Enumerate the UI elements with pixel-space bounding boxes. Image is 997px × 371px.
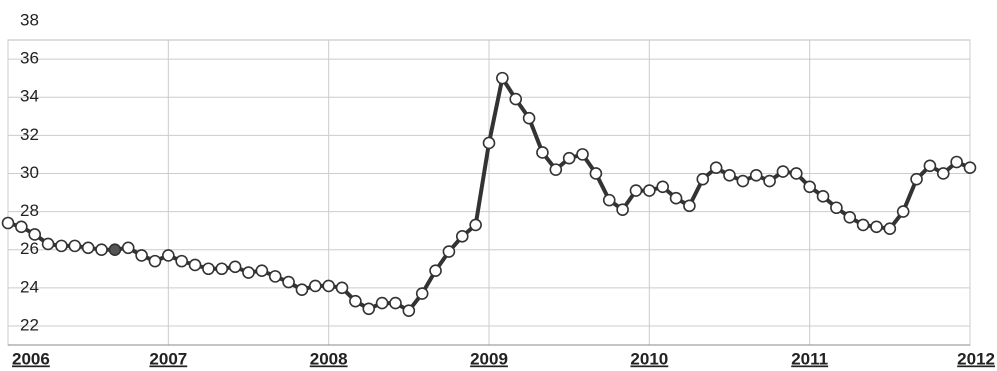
y-tick-label: 22 [20, 315, 39, 334]
point [549, 163, 563, 176]
point [602, 193, 616, 207]
point [562, 151, 576, 165]
point [228, 260, 242, 274]
point [589, 167, 603, 180]
point [309, 279, 322, 293]
point [803, 180, 816, 194]
point [415, 287, 429, 300]
point [763, 174, 776, 188]
point [482, 136, 496, 150]
point [749, 169, 763, 182]
point [469, 218, 482, 232]
point [55, 239, 68, 253]
point [790, 167, 803, 180]
y-tick-label: 24 [20, 277, 39, 296]
highlighted-point [108, 243, 122, 256]
point [295, 283, 309, 297]
point [709, 161, 723, 175]
point [135, 249, 148, 262]
point [282, 275, 295, 289]
point [830, 201, 843, 215]
point [843, 210, 857, 224]
point [215, 262, 229, 276]
point [402, 304, 416, 317]
point [68, 239, 82, 253]
x-tick-label: 2007 [149, 349, 187, 368]
point [1, 216, 15, 230]
point [188, 258, 202, 272]
point [41, 237, 55, 251]
x-tick-label: 2012 [957, 349, 995, 368]
point [910, 172, 923, 186]
x-tick-label: 2006 [12, 349, 50, 368]
point [896, 205, 910, 218]
point [669, 191, 683, 205]
point [496, 71, 509, 85]
point [175, 254, 188, 268]
point [95, 243, 108, 256]
point [856, 218, 870, 232]
point [15, 220, 28, 234]
point [349, 294, 362, 308]
point [683, 199, 696, 213]
point [656, 180, 669, 194]
point [963, 161, 977, 175]
point [643, 184, 656, 197]
y-tick-label: 34 [20, 87, 39, 106]
y-tick-label: 30 [20, 163, 39, 182]
point [509, 92, 523, 106]
x-tick-label: 2008 [310, 349, 348, 368]
point [268, 270, 282, 283]
point [335, 281, 349, 295]
point [455, 230, 469, 243]
point [121, 241, 135, 255]
x-tick-label: 2011 [791, 349, 828, 368]
y-tick-label: 32 [20, 125, 39, 144]
point [202, 262, 215, 276]
point [242, 266, 255, 279]
point [629, 184, 643, 197]
point [816, 190, 830, 203]
point [536, 146, 549, 159]
point [442, 245, 456, 258]
point [28, 228, 42, 241]
x-tick-label: 2010 [630, 349, 668, 368]
point [148, 254, 162, 268]
x-tick-label: 2009 [470, 349, 508, 368]
point [162, 249, 175, 262]
point [81, 241, 95, 255]
point [616, 203, 629, 216]
point [936, 167, 950, 180]
y-tick-label: 36 [20, 49, 39, 68]
point [522, 111, 536, 125]
point [776, 165, 790, 178]
y-tick-label: 28 [20, 201, 39, 220]
point [362, 302, 376, 316]
point [923, 159, 937, 173]
point [736, 174, 750, 188]
point [389, 296, 402, 310]
point [883, 222, 897, 236]
point [429, 264, 442, 277]
y-tick-label: 38 [20, 10, 39, 29]
point [950, 155, 963, 169]
point [870, 220, 883, 234]
point [696, 172, 710, 186]
point [322, 279, 335, 293]
y-tick-label: 26 [20, 239, 39, 258]
point [255, 264, 269, 277]
point [375, 296, 389, 310]
point [576, 148, 589, 161]
point [723, 169, 736, 182]
